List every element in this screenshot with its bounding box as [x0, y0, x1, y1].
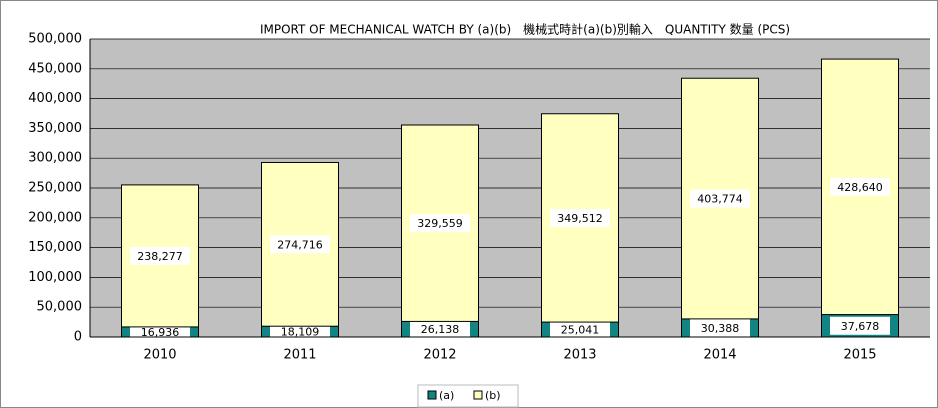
data-label: 26,138 [421, 323, 460, 336]
data-label-box [270, 322, 330, 341]
y-tick-label: 150,000 [28, 240, 82, 255]
data-label: 18,109 [281, 326, 320, 339]
x-tick-label: 2011 [283, 348, 316, 363]
y-tick-label: 450,000 [28, 61, 82, 76]
data-label-box [270, 235, 330, 254]
legend-frame [417, 384, 519, 408]
legend-swatch [427, 390, 437, 400]
legend-label: (b) [485, 389, 501, 402]
data-label-box [130, 246, 190, 265]
legend-label: (a) [439, 389, 454, 402]
y-tick-label: 250,000 [28, 181, 82, 196]
data-label-box [690, 318, 750, 337]
x-tick-label: 2012 [423, 348, 456, 363]
y-tick-label: 300,000 [28, 151, 82, 166]
data-label-box [130, 322, 190, 341]
chart-title: IMPORT OF MECHANICAL WATCH BY (a)(b) 機械式… [260, 22, 790, 37]
y-tick-label: 500,000 [28, 32, 82, 47]
legend-swatch [473, 390, 483, 400]
data-label: 37,678 [841, 320, 880, 333]
data-label-box [410, 214, 470, 233]
data-label-box [550, 208, 610, 227]
data-label: 16,936 [141, 326, 180, 339]
data-label: 25,041 [561, 324, 600, 337]
y-tick-label: 400,000 [28, 91, 82, 106]
y-tick-label: 0 [74, 330, 82, 345]
data-label-box [410, 320, 470, 339]
data-label: 30,388 [701, 322, 740, 335]
data-label-box [830, 316, 890, 335]
y-tick-label: 50,000 [37, 300, 83, 315]
data-label-box [550, 320, 610, 339]
x-tick-label: 2015 [843, 348, 876, 363]
x-tick-label: 2014 [703, 348, 736, 363]
data-label: 403,774 [697, 193, 743, 206]
y-tick-label: 200,000 [28, 210, 82, 225]
data-label: 238,277 [137, 250, 183, 263]
data-label: 428,640 [837, 181, 883, 194]
data-label-box [690, 189, 750, 208]
data-label: 329,559 [417, 217, 463, 230]
y-tick-label: 100,000 [28, 270, 82, 285]
y-tick-label: 350,000 [28, 121, 82, 136]
data-label: 274,716 [277, 238, 323, 251]
x-tick-label: 2013 [563, 348, 596, 363]
data-label: 349,512 [557, 212, 603, 225]
x-tick-label: 2010 [143, 348, 176, 363]
data-label-box [830, 177, 890, 196]
